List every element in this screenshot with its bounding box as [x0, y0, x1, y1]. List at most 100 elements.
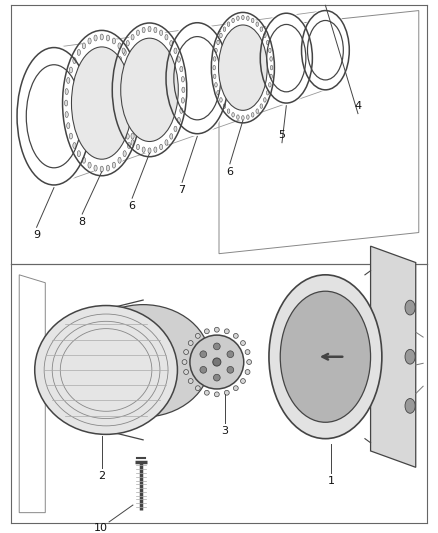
- Ellipse shape: [131, 133, 134, 139]
- Ellipse shape: [78, 312, 82, 316]
- Ellipse shape: [215, 327, 219, 332]
- Ellipse shape: [122, 126, 125, 132]
- Ellipse shape: [95, 429, 99, 432]
- Ellipse shape: [145, 416, 149, 420]
- Ellipse shape: [113, 308, 117, 311]
- Ellipse shape: [195, 334, 200, 338]
- Ellipse shape: [159, 144, 162, 150]
- Ellipse shape: [159, 30, 162, 36]
- Ellipse shape: [240, 341, 245, 345]
- Ellipse shape: [106, 165, 110, 171]
- Ellipse shape: [136, 100, 139, 106]
- Text: 8: 8: [79, 217, 86, 227]
- Ellipse shape: [42, 392, 46, 395]
- Ellipse shape: [164, 20, 230, 136]
- Ellipse shape: [88, 38, 91, 44]
- Ellipse shape: [205, 329, 209, 334]
- Ellipse shape: [158, 405, 161, 409]
- Ellipse shape: [77, 151, 81, 157]
- Ellipse shape: [200, 351, 207, 358]
- Ellipse shape: [127, 142, 131, 149]
- Ellipse shape: [213, 15, 273, 120]
- Ellipse shape: [94, 35, 97, 41]
- Ellipse shape: [119, 117, 122, 123]
- Ellipse shape: [122, 427, 125, 430]
- Ellipse shape: [142, 147, 145, 152]
- Ellipse shape: [39, 384, 43, 387]
- Ellipse shape: [116, 108, 119, 114]
- Ellipse shape: [127, 58, 131, 63]
- Ellipse shape: [264, 33, 266, 38]
- Ellipse shape: [247, 16, 249, 20]
- Ellipse shape: [104, 429, 108, 432]
- Ellipse shape: [227, 367, 234, 373]
- Ellipse shape: [232, 18, 234, 23]
- Ellipse shape: [213, 358, 221, 366]
- Ellipse shape: [268, 83, 271, 87]
- Ellipse shape: [123, 50, 126, 55]
- Ellipse shape: [188, 341, 193, 345]
- Ellipse shape: [38, 376, 41, 379]
- Ellipse shape: [115, 98, 118, 103]
- Ellipse shape: [154, 27, 157, 33]
- Ellipse shape: [138, 421, 141, 424]
- Ellipse shape: [224, 329, 229, 334]
- Ellipse shape: [195, 386, 200, 391]
- Ellipse shape: [69, 133, 73, 139]
- Ellipse shape: [121, 38, 178, 141]
- Ellipse shape: [130, 312, 134, 316]
- Ellipse shape: [115, 77, 118, 82]
- Ellipse shape: [87, 310, 91, 313]
- Ellipse shape: [63, 416, 67, 420]
- Ellipse shape: [213, 74, 216, 79]
- Ellipse shape: [405, 349, 415, 364]
- Ellipse shape: [65, 111, 68, 117]
- Ellipse shape: [213, 56, 216, 61]
- Ellipse shape: [270, 66, 273, 70]
- Ellipse shape: [213, 374, 220, 381]
- Ellipse shape: [67, 77, 70, 84]
- Ellipse shape: [135, 111, 138, 117]
- Ellipse shape: [162, 399, 166, 402]
- Ellipse shape: [114, 87, 117, 93]
- Ellipse shape: [180, 108, 183, 114]
- Ellipse shape: [213, 66, 215, 70]
- Ellipse shape: [148, 26, 151, 32]
- Ellipse shape: [71, 421, 74, 424]
- Ellipse shape: [152, 411, 155, 415]
- Text: 5: 5: [279, 130, 286, 140]
- Ellipse shape: [126, 134, 129, 139]
- Ellipse shape: [242, 116, 244, 120]
- Ellipse shape: [237, 115, 239, 119]
- Ellipse shape: [232, 112, 234, 117]
- Ellipse shape: [123, 151, 126, 157]
- Ellipse shape: [15, 44, 93, 188]
- Ellipse shape: [131, 140, 134, 145]
- Ellipse shape: [247, 360, 251, 365]
- Text: 7: 7: [179, 185, 186, 195]
- Ellipse shape: [119, 56, 122, 62]
- Ellipse shape: [76, 305, 210, 417]
- Ellipse shape: [266, 91, 269, 95]
- Ellipse shape: [233, 334, 238, 338]
- Text: 3: 3: [221, 426, 228, 436]
- Ellipse shape: [170, 41, 173, 46]
- Ellipse shape: [227, 109, 230, 114]
- Ellipse shape: [227, 22, 230, 27]
- Ellipse shape: [166, 345, 170, 349]
- Ellipse shape: [233, 386, 238, 391]
- Ellipse shape: [171, 360, 175, 364]
- Ellipse shape: [51, 405, 54, 409]
- Ellipse shape: [142, 27, 145, 33]
- Ellipse shape: [94, 165, 97, 171]
- Ellipse shape: [245, 350, 250, 354]
- Ellipse shape: [88, 162, 91, 168]
- Ellipse shape: [181, 98, 184, 103]
- Ellipse shape: [51, 332, 54, 335]
- Ellipse shape: [205, 390, 209, 395]
- Ellipse shape: [169, 384, 173, 387]
- Ellipse shape: [116, 66, 119, 72]
- Ellipse shape: [65, 88, 68, 94]
- Ellipse shape: [166, 392, 170, 395]
- Ellipse shape: [247, 115, 249, 119]
